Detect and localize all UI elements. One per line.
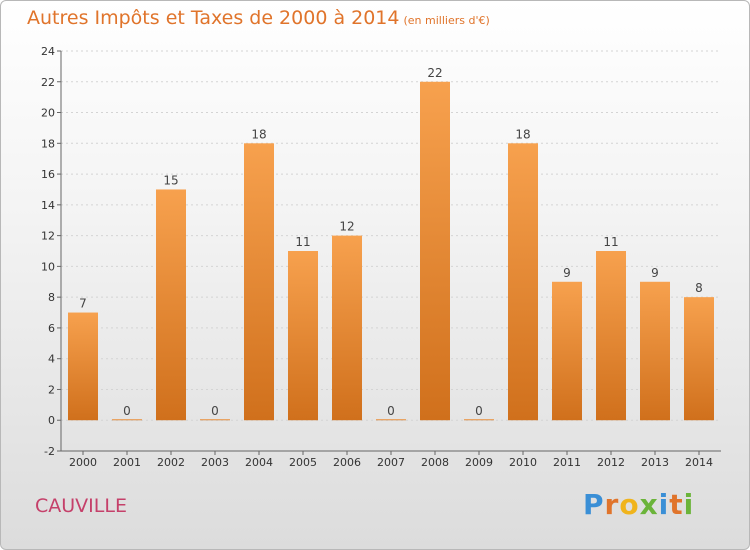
y-tick-label: 20: [41, 107, 55, 120]
bar: [200, 419, 230, 421]
y-tick-label: 24: [41, 45, 55, 58]
x-tick-label: 2012: [597, 456, 625, 469]
bar: [156, 189, 186, 421]
x-tick-label: 2006: [333, 456, 361, 469]
x-tick-label: 2001: [113, 456, 141, 469]
x-tick-label: 2004: [245, 456, 273, 469]
bar-value-label: 11: [603, 235, 618, 249]
bar: [464, 419, 494, 421]
bar: [508, 143, 538, 421]
y-tick-label: 10: [41, 260, 55, 273]
x-tick-label: 2011: [553, 456, 581, 469]
x-tick-label: 2013: [641, 456, 669, 469]
bar-value-label: 9: [651, 266, 659, 280]
y-tick-label: -2: [44, 445, 55, 458]
x-tick-label: 2002: [157, 456, 185, 469]
bar-value-label: 0: [387, 404, 395, 418]
y-tick-label: 4: [48, 353, 55, 366]
logo-letter: P: [583, 488, 605, 521]
bar: [68, 312, 98, 421]
bar-value-label: 9: [563, 266, 571, 280]
bar-value-label: 15: [163, 173, 178, 187]
y-tick-label: 8: [48, 291, 55, 304]
y-tick-label: 6: [48, 322, 55, 335]
logo-letter: i: [683, 488, 695, 521]
x-tick-label: 2008: [421, 456, 449, 469]
bar: [376, 419, 406, 421]
logo-letter: t: [669, 488, 684, 521]
bar: [640, 281, 670, 421]
logo-letter: o: [619, 488, 640, 521]
y-tick-label: 16: [41, 168, 55, 181]
location-label: CAUVILLE: [35, 495, 127, 517]
y-tick-label: 22: [41, 76, 55, 89]
bar: [288, 251, 318, 421]
y-tick-label: 2: [48, 383, 55, 396]
bar-value-label: 11: [295, 235, 310, 249]
logo-letter: x: [639, 488, 659, 521]
bar: [244, 143, 274, 421]
bar: [596, 251, 626, 421]
chart-title: Autres Impôts et Taxes de 2000 à 2014 (en…: [27, 7, 490, 29]
y-tick-label: 12: [41, 230, 55, 243]
bar: [420, 81, 450, 421]
bar-value-label: 22: [427, 66, 442, 80]
y-tick-label: 14: [41, 199, 55, 212]
bar-value-label: 12: [339, 220, 354, 234]
logo-letter: i: [658, 488, 670, 521]
x-tick-label: 2014: [685, 456, 713, 469]
bar-value-label: 7: [79, 297, 87, 311]
bar: [332, 235, 362, 421]
bar-value-label: 0: [211, 404, 219, 418]
x-tick-label: 2003: [201, 456, 229, 469]
y-tick-label: 18: [41, 137, 55, 150]
bar-value-label: 18: [515, 127, 530, 141]
chart-unit: (en milliers d'€): [403, 14, 490, 27]
bar: [552, 281, 582, 421]
y-tick-label: 0: [48, 414, 55, 427]
chart-title-text: Autres Impôts et Taxes de 2000 à 2014: [27, 7, 400, 29]
x-tick-label: 2005: [289, 456, 317, 469]
bar-value-label: 0: [123, 404, 131, 418]
bar-value-label: 8: [695, 281, 703, 295]
bar: [112, 419, 142, 421]
logo-letter: r: [604, 488, 620, 521]
x-tick-label: 2010: [509, 456, 537, 469]
bar-value-label: 18: [251, 127, 266, 141]
x-tick-label: 2009: [465, 456, 493, 469]
x-tick-label: 2000: [69, 456, 97, 469]
bar: [684, 297, 714, 421]
proxiti-logo: Proxiti: [583, 488, 694, 521]
bar-value-label: 0: [475, 404, 483, 418]
x-tick-label: 2007: [377, 456, 405, 469]
